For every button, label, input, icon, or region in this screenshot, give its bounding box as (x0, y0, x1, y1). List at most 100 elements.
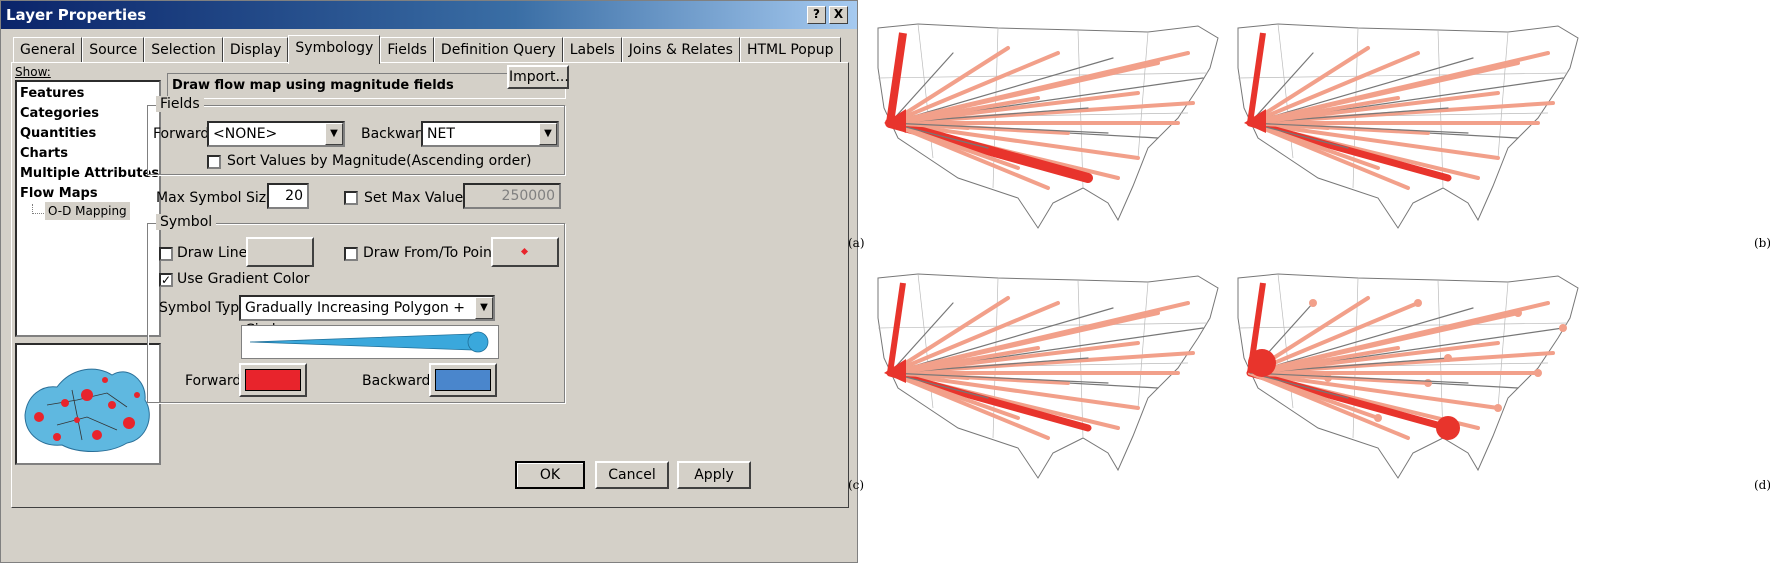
flow-line (888, 51, 1060, 125)
flow-line (1248, 301, 1420, 375)
help-button[interactable]: ? (807, 6, 826, 24)
flow-origin (884, 359, 906, 383)
flow-circle (1534, 369, 1542, 377)
forward-field-value: <NONE> (213, 126, 278, 142)
backward-field-value: NET (427, 126, 455, 142)
flow-origin (884, 109, 906, 133)
show-subitem-od-mapping[interactable]: O-D Mapping (32, 202, 130, 220)
tab-source[interactable]: Source (82, 37, 145, 63)
set-max-value-input[interactable]: 250000 (463, 183, 561, 209)
chevron-down-icon[interactable]: ▼ (475, 297, 493, 319)
tab-display[interactable]: Display (222, 37, 289, 63)
flow-map-panel-d (1237, 273, 1579, 479)
backward-color-swatch (435, 369, 491, 391)
flow-circle (1559, 324, 1567, 332)
flow-origin (1244, 109, 1266, 133)
tab-symbology[interactable]: Symbology (288, 35, 381, 64)
flow-line (889, 57, 1114, 124)
forward-field-label: Forward: (153, 126, 215, 142)
flow-line (888, 91, 1140, 125)
flow-line (888, 121, 1140, 160)
flow-line-north (1247, 32, 1266, 124)
tab-joins-relates[interactable]: Joins & Relates (621, 37, 740, 63)
flow-circle (1494, 404, 1502, 412)
flow-circle (1414, 299, 1422, 307)
flow-line (1249, 307, 1474, 374)
backward-field-select[interactable]: NET ▼ (421, 121, 559, 147)
show-item-quantities[interactable]: Quantities (20, 126, 97, 141)
flow-line (889, 52, 954, 124)
flow-line (889, 307, 1114, 374)
tab-definition-query[interactable]: Definition Query (433, 37, 563, 63)
flow-line (888, 301, 1060, 375)
flow-line (888, 51, 1190, 125)
close-button[interactable]: X (829, 6, 848, 24)
show-item-multiple-attributes[interactable]: Multiple Attributes (20, 166, 160, 181)
flow-map-panels (877, 23, 1579, 479)
forward-color-label: Forward: (185, 373, 247, 389)
flow-line (1248, 121, 1380, 170)
ok-button[interactable]: OK (515, 461, 585, 489)
sort-values-label: Sort Values by Magnitude(Ascending order… (227, 153, 532, 169)
max-symbol-size-input[interactable]: 20 (267, 183, 309, 209)
backward-color-button[interactable] (429, 363, 497, 397)
layer-properties-dialog: Layer Properties ? X General Source Sele… (0, 0, 858, 563)
point-style-button[interactable] (491, 237, 559, 267)
symbol-type-label: Symbol Type: (159, 300, 253, 316)
figure-label-c: (c) (848, 478, 865, 492)
symbol-preview (241, 325, 499, 359)
flow-line (1248, 341, 1500, 375)
window-title: Layer Properties (6, 6, 147, 24)
show-item-categories[interactable]: Categories (20, 106, 100, 121)
flow-line (1248, 91, 1500, 125)
flow-line (1246, 119, 1452, 182)
flow-map-panel-a (877, 23, 1219, 229)
title-bar: Layer Properties ? X (1, 1, 857, 29)
flow-map-panel-c (877, 273, 1219, 479)
tab-html-popup[interactable]: HTML Popup (739, 37, 841, 63)
show-item-features[interactable]: Features (20, 86, 85, 101)
flow-line (888, 301, 1190, 375)
draw-line-checkbox[interactable] (159, 247, 173, 261)
tab-fields[interactable]: Fields (380, 37, 434, 63)
chevron-down-icon[interactable]: ▼ (539, 123, 557, 145)
forward-color-button[interactable] (239, 363, 307, 397)
draw-points-label: Draw From/To Points (363, 245, 505, 261)
symbol-group: Symbol (147, 214, 565, 403)
backward-field-label: Backward: (361, 126, 435, 142)
sort-values-checkbox[interactable] (207, 155, 221, 169)
max-symbol-size-label: Max Symbol Size: (156, 190, 280, 206)
show-item-flow-maps[interactable]: Flow Maps (20, 186, 98, 201)
flow-circle (1374, 414, 1382, 422)
flow-line (888, 341, 1140, 375)
flow-line (1248, 51, 1420, 125)
flow-circle (1309, 299, 1317, 307)
flow-line (888, 371, 1020, 420)
use-gradient-checkbox[interactable]: ✓ (159, 273, 173, 287)
flow-line (889, 302, 954, 374)
tab-labels[interactable]: Labels (562, 37, 622, 63)
draw-points-checkbox[interactable] (344, 247, 358, 261)
flow-line (1248, 121, 1500, 160)
tab-general[interactable]: General (13, 37, 83, 63)
apply-button[interactable]: Apply (677, 461, 751, 489)
flow-line (888, 121, 1020, 170)
set-max-value-checkbox[interactable] (344, 191, 358, 205)
backward-color-label: Backward: (362, 373, 436, 389)
fields-group: Fields (147, 96, 565, 175)
flow-circle (1444, 354, 1452, 362)
forward-field-select[interactable]: <NONE> ▼ (207, 121, 345, 147)
flow-line (889, 372, 989, 399)
state-border (1237, 72, 1569, 79)
line-style-button[interactable] (246, 237, 314, 267)
cancel-button[interactable]: Cancel (595, 461, 669, 489)
show-item-charts[interactable]: Charts (20, 146, 68, 161)
tab-selection[interactable]: Selection (144, 37, 223, 63)
chevron-down-icon[interactable]: ▼ (325, 123, 343, 145)
flow-map-figures: (a) (b) (c) (d) (848, 0, 1770, 563)
symbol-type-select[interactable]: Gradually Increasing Polygon + Circle ▼ (239, 295, 495, 338)
flow-origin (1248, 349, 1276, 377)
import-button[interactable]: Import... (507, 65, 569, 89)
renderer-description: Draw flow map using magnitude fields (167, 73, 566, 99)
flow-line (1248, 301, 1550, 375)
